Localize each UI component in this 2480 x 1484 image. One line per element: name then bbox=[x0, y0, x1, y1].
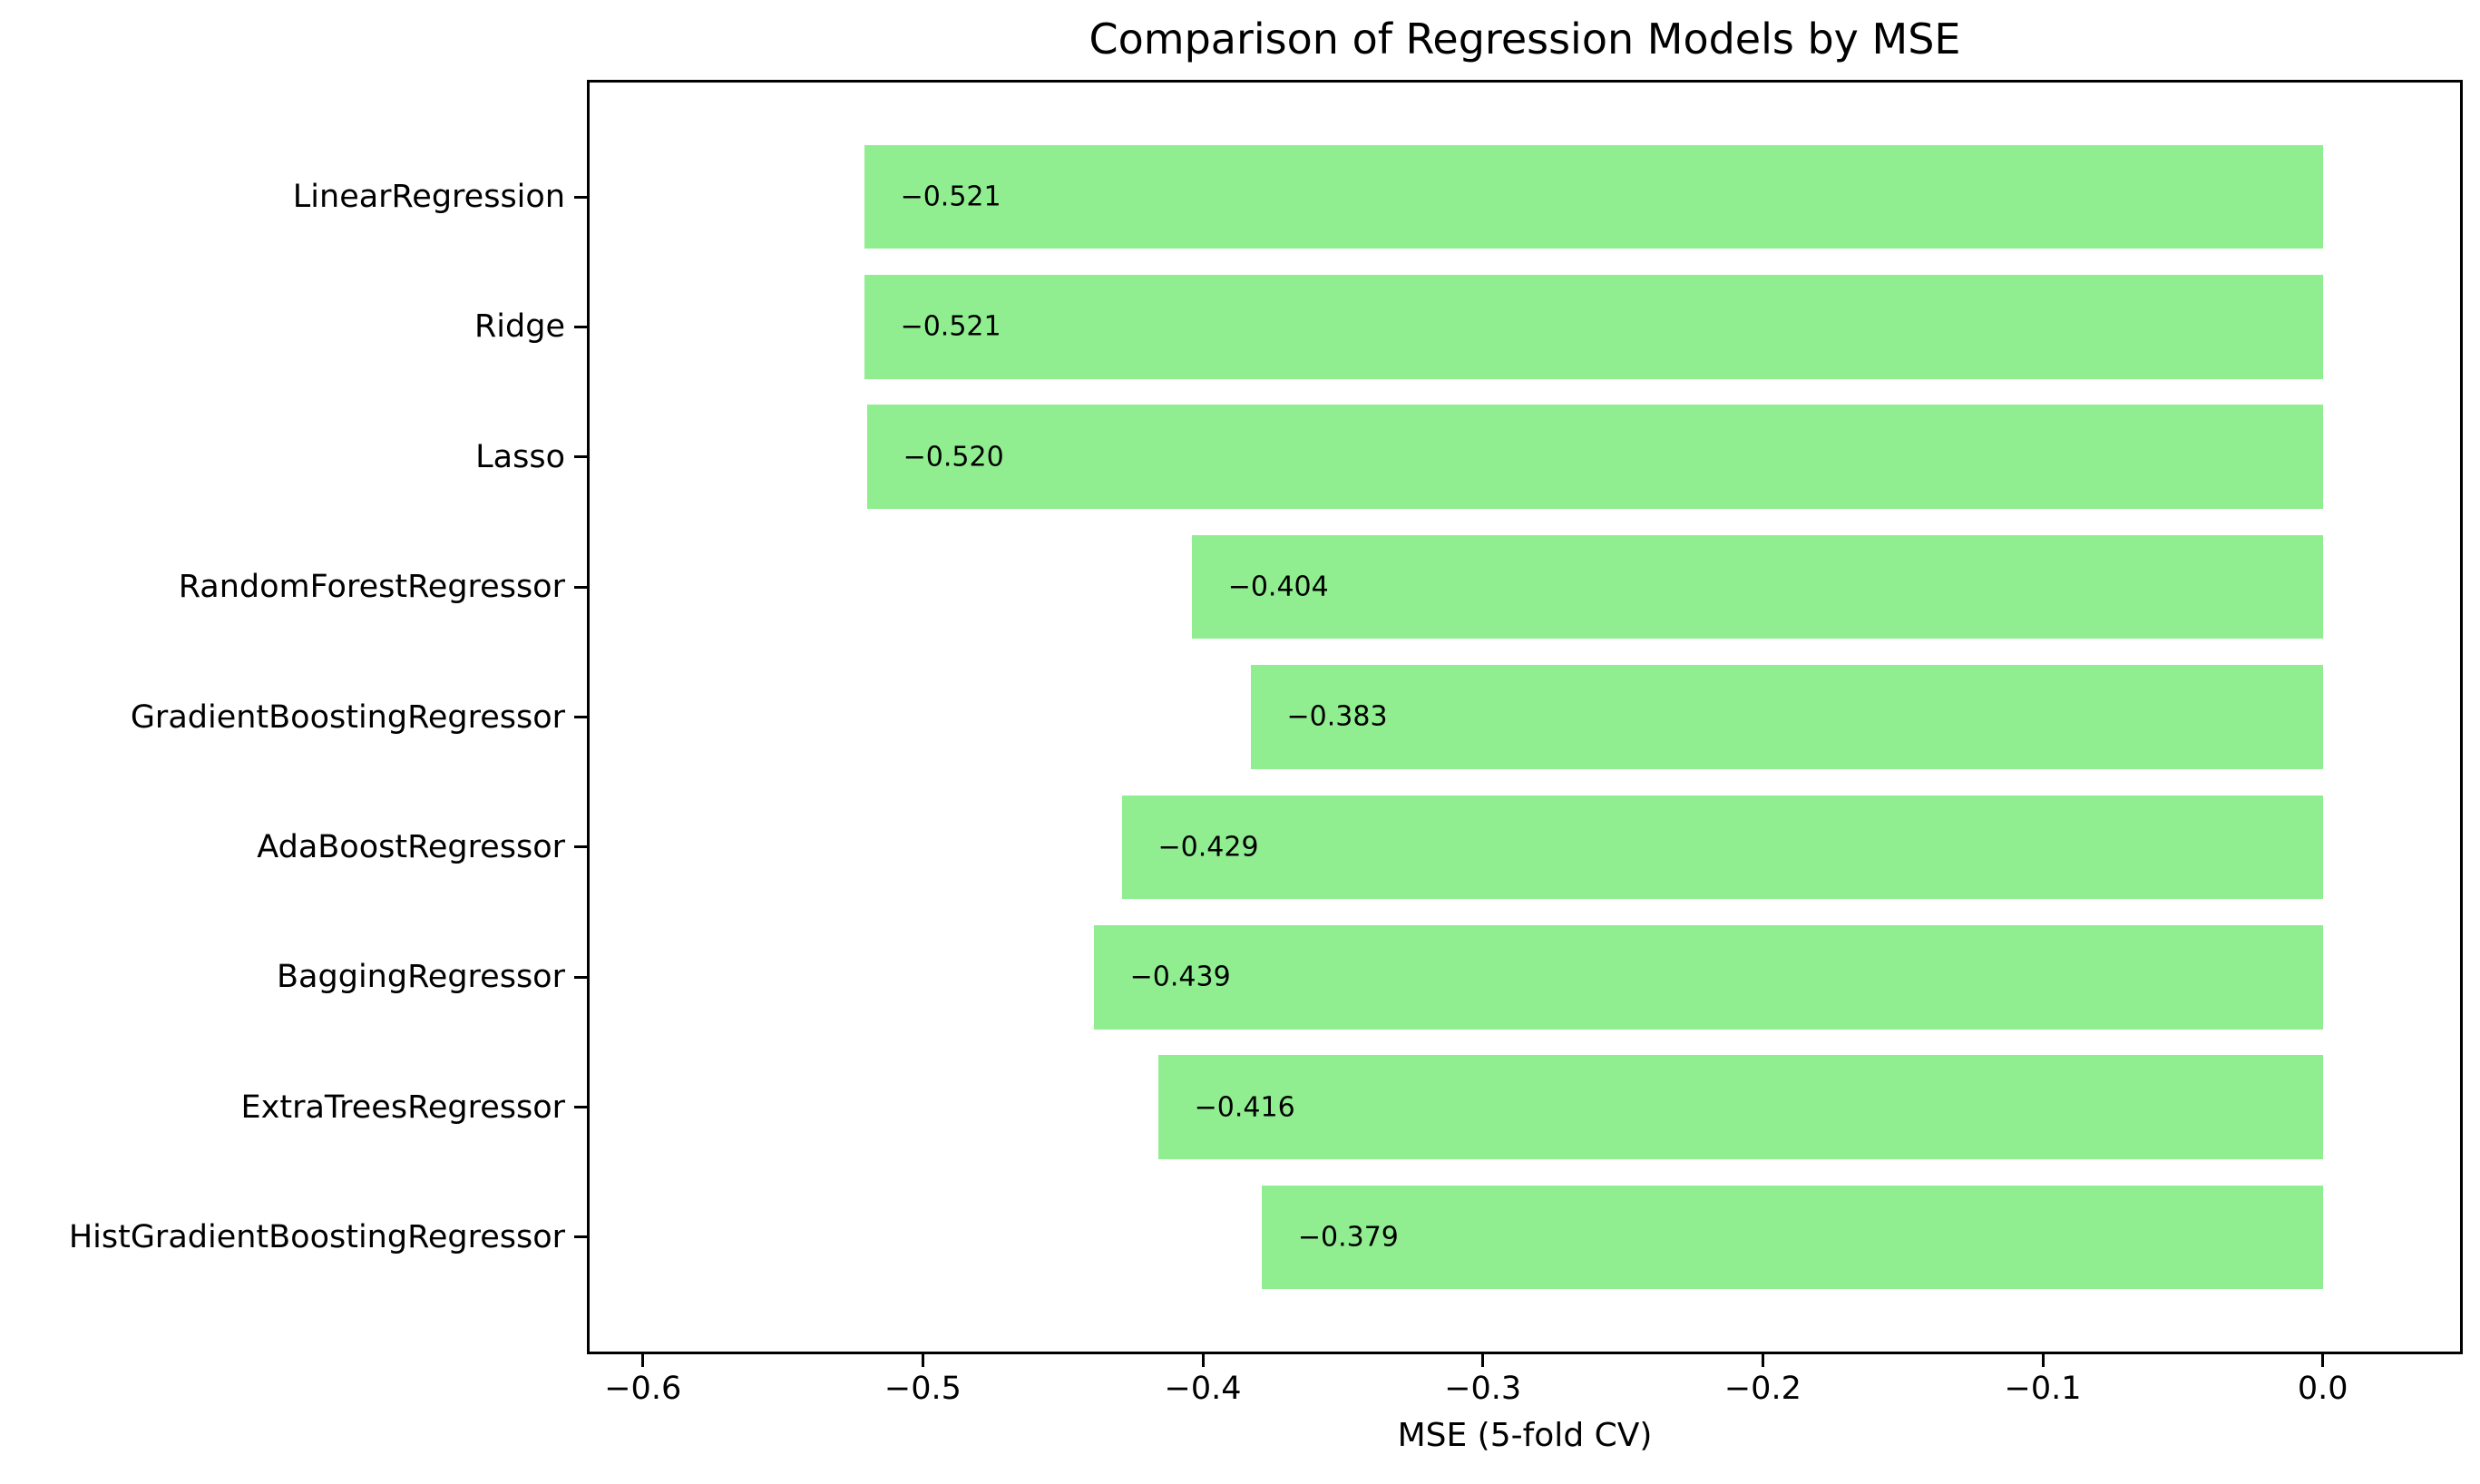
y-tick-label-BaggingRegressor: BaggingRegressor bbox=[277, 959, 565, 996]
bar-HistGradientBoostingRegressor: −0.379 bbox=[1261, 1185, 2323, 1290]
y-tick-mark bbox=[574, 845, 587, 849]
bar-value-label: −0.521 bbox=[900, 181, 1001, 213]
bar-Lasso: −0.520 bbox=[866, 405, 2323, 510]
x-tick-label: −0.3 bbox=[1444, 1371, 1522, 1407]
x-tick-mark bbox=[1201, 1354, 1205, 1367]
x-tick-label: −0.4 bbox=[1164, 1371, 1242, 1407]
y-tick-label-GradientBoostingRegressor: GradientBoostingRegressor bbox=[130, 698, 565, 736]
y-tick-mark bbox=[574, 585, 587, 589]
bar-ExtraTreesRegressor: −0.416 bbox=[1157, 1055, 2323, 1159]
plot-frame bbox=[587, 80, 2463, 1354]
y-tick-label-ExtraTreesRegressor: ExtraTreesRegressor bbox=[240, 1089, 565, 1126]
x-tick-label: −0.5 bbox=[884, 1371, 962, 1407]
x-tick-label: 0.0 bbox=[2297, 1371, 2348, 1407]
y-tick-mark bbox=[574, 975, 587, 979]
bar-value-label: −0.404 bbox=[1227, 571, 1329, 603]
y-tick-label-RandomForestRegressor: RandomForestRegressor bbox=[178, 569, 565, 606]
x-tick-label: −0.6 bbox=[604, 1371, 682, 1407]
bar-value-label: −0.439 bbox=[1129, 961, 1231, 993]
plot-area: −0.521 −0.521 −0.520 −0.404 −0.383 −0.429 −0.4… bbox=[587, 80, 2463, 1354]
bar-BaggingRegressor: −0.439 bbox=[1093, 924, 2323, 1030]
x-axis-label: MSE (5-fold CV) bbox=[1397, 1417, 1653, 1454]
x-tick-mark bbox=[641, 1354, 645, 1367]
bar-value-label: −0.429 bbox=[1157, 831, 1259, 864]
bar-value-label: −0.383 bbox=[1286, 700, 1388, 733]
y-tick-label-HistGradientBoostingRegressor: HistGradientBoostingRegressor bbox=[68, 1218, 565, 1255]
x-tick-label: −0.1 bbox=[2004, 1371, 2082, 1407]
bar-GradientBoostingRegressor: −0.383 bbox=[1250, 665, 2323, 769]
y-tick-mark bbox=[574, 1235, 587, 1239]
y-tick-mark bbox=[574, 455, 587, 459]
y-tick-mark bbox=[574, 195, 587, 199]
bar-value-label: −0.379 bbox=[1297, 1221, 1399, 1254]
chart-title: Comparison of Regression Models by MSE bbox=[1089, 15, 1961, 63]
bar-value-label: −0.416 bbox=[1194, 1091, 1295, 1124]
bar-Ridge: −0.521 bbox=[864, 275, 2323, 379]
x-tick-mark bbox=[921, 1354, 924, 1367]
bar-value-label: −0.521 bbox=[900, 310, 1001, 343]
y-tick-mark bbox=[574, 1106, 587, 1109]
x-tick-label: −0.2 bbox=[1723, 1371, 1801, 1407]
bar-RandomForestRegressor: −0.404 bbox=[1191, 534, 2323, 639]
y-tick-mark bbox=[574, 716, 587, 718]
bar-LinearRegression: −0.521 bbox=[864, 144, 2323, 249]
y-tick-label-AdaBoostRegressor: AdaBoostRegressor bbox=[257, 828, 565, 865]
y-tick-label-LinearRegression: LinearRegression bbox=[292, 179, 565, 216]
bar-AdaBoostRegressor: −0.429 bbox=[1121, 795, 2323, 900]
x-tick-mark bbox=[2321, 1354, 2325, 1367]
bar-value-label: −0.520 bbox=[903, 441, 1004, 474]
y-tick-mark bbox=[574, 325, 587, 328]
y-tick-label-Ridge: Ridge bbox=[474, 308, 565, 346]
x-tick-mark bbox=[1481, 1354, 1485, 1367]
y-tick-label-Lasso: Lasso bbox=[475, 438, 565, 475]
x-tick-mark bbox=[2041, 1354, 2045, 1367]
x-tick-mark bbox=[1761, 1354, 1764, 1367]
